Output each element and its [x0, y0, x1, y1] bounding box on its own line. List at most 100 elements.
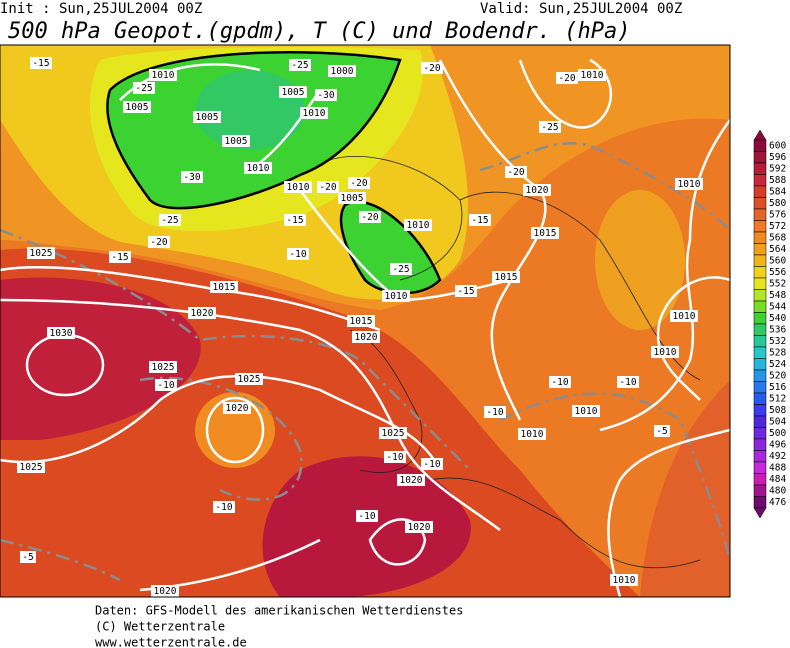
colorbar-swatch — [753, 404, 767, 417]
temperature-label: -20 — [350, 178, 367, 189]
isobar-label: 1020 — [400, 475, 423, 486]
label-box — [133, 82, 155, 94]
colorbar-swatch — [753, 415, 767, 428]
colorbar-label: 600 — [769, 140, 786, 151]
label-box — [469, 214, 491, 226]
label-box — [670, 310, 698, 322]
colorbar-label: 556 — [769, 267, 786, 278]
temperature-label: -10 — [215, 502, 232, 513]
colorbar-label: 480 — [769, 485, 786, 496]
colorbar-label: 500 — [769, 428, 786, 439]
footer-line: www.wetterzentrale.de — [95, 636, 247, 648]
colorbar-swatch — [753, 346, 767, 359]
label-box — [384, 451, 406, 463]
isobar-label: 1010 — [407, 220, 430, 231]
colorbar-swatch — [753, 185, 767, 198]
label-box — [123, 101, 151, 113]
label-box — [421, 458, 443, 470]
temperature-label: -15 — [286, 215, 303, 226]
temperature-label: -15 — [32, 58, 49, 69]
colorbar-swatch — [753, 162, 767, 175]
label-box — [523, 184, 551, 196]
colorbar: 6005965925885845805765725685645605565525… — [753, 129, 786, 519]
label-box — [404, 219, 432, 231]
temperature-label: -15 — [471, 215, 488, 226]
label-box — [421, 62, 443, 74]
label-box — [151, 585, 179, 597]
label-box — [328, 65, 356, 77]
label-box — [390, 263, 412, 275]
colorbar-swatch — [753, 300, 767, 313]
colorbar-swatch — [753, 254, 767, 267]
temperature-label: -20 — [423, 63, 440, 74]
label-box — [109, 251, 131, 263]
label-box — [223, 402, 251, 414]
label-box — [20, 551, 36, 563]
colorbar-label: 508 — [769, 405, 786, 416]
isobar-label: 1010 — [152, 70, 175, 81]
cooler-patch — [195, 392, 275, 468]
colorbar-swatch — [753, 174, 767, 187]
colorbar-swatch — [753, 289, 767, 302]
colorbar-swatch — [753, 335, 767, 348]
label-box — [492, 271, 520, 283]
isobar-label: 1025 — [238, 374, 261, 385]
label-box — [617, 376, 639, 388]
colorbar-swatch — [753, 473, 767, 486]
label-box — [610, 574, 638, 586]
isobar-label: 1010 — [287, 182, 310, 193]
colorbar-swatch — [753, 392, 767, 405]
label-box — [348, 177, 370, 189]
colorbar-label: 528 — [769, 347, 786, 358]
colorbar-label: 548 — [769, 290, 786, 301]
colorbar-swatch — [753, 450, 767, 463]
label-box — [284, 181, 312, 193]
isobar-label: 1025 — [152, 362, 175, 373]
isobar-label: 1025 — [382, 428, 405, 439]
colorbar-swatch — [753, 438, 767, 451]
colorbar-swatch — [753, 197, 767, 210]
temperature-label: -10 — [619, 377, 636, 388]
isobar-label: 1025 — [30, 248, 53, 259]
colorbar-label: 544 — [769, 301, 786, 312]
isobar-label: 1010 — [613, 575, 636, 586]
label-box — [188, 307, 216, 319]
colorbar-label: 588 — [769, 175, 786, 186]
label-box — [352, 331, 380, 343]
colorbar-swatch — [753, 151, 767, 164]
temperature-label: -10 — [157, 380, 174, 391]
isobar-label: 1015 — [534, 228, 557, 239]
label-box — [382, 290, 410, 302]
colorbar-label: 488 — [769, 462, 786, 473]
label-box — [47, 327, 75, 339]
colorbar-swatch — [753, 243, 767, 256]
colorbar-label: 572 — [769, 221, 786, 232]
isobar-label: 1010 — [385, 291, 408, 302]
colorbar-label: 564 — [769, 244, 786, 255]
label-box — [244, 162, 272, 174]
trough-core — [195, 70, 305, 150]
colorbar-swatch — [753, 496, 767, 509]
colorbar-swatch — [753, 323, 767, 336]
colorbar-label: 520 — [769, 370, 786, 381]
colorbar-swatch — [753, 427, 767, 440]
label-box — [149, 69, 177, 81]
colorbar-swatch — [753, 220, 767, 233]
isobar-label: 1010 — [303, 108, 326, 119]
colorbar-swatch — [753, 381, 767, 394]
isobar-label: 1020 — [226, 403, 249, 414]
colorbar-swatch — [753, 139, 767, 152]
colorbar-label: 516 — [769, 382, 786, 393]
colorbar-swatch — [753, 461, 767, 474]
isobar-label: 1010 — [673, 311, 696, 322]
label-box — [531, 227, 559, 239]
colorbar-label: 560 — [769, 255, 786, 266]
label-box — [222, 135, 250, 147]
temperature-label: -10 — [551, 377, 568, 388]
colorbar-label: 568 — [769, 232, 786, 243]
label-box — [356, 510, 378, 522]
label-box — [379, 427, 407, 439]
label-box — [235, 373, 263, 385]
isobar-label: 1030 — [50, 328, 73, 339]
